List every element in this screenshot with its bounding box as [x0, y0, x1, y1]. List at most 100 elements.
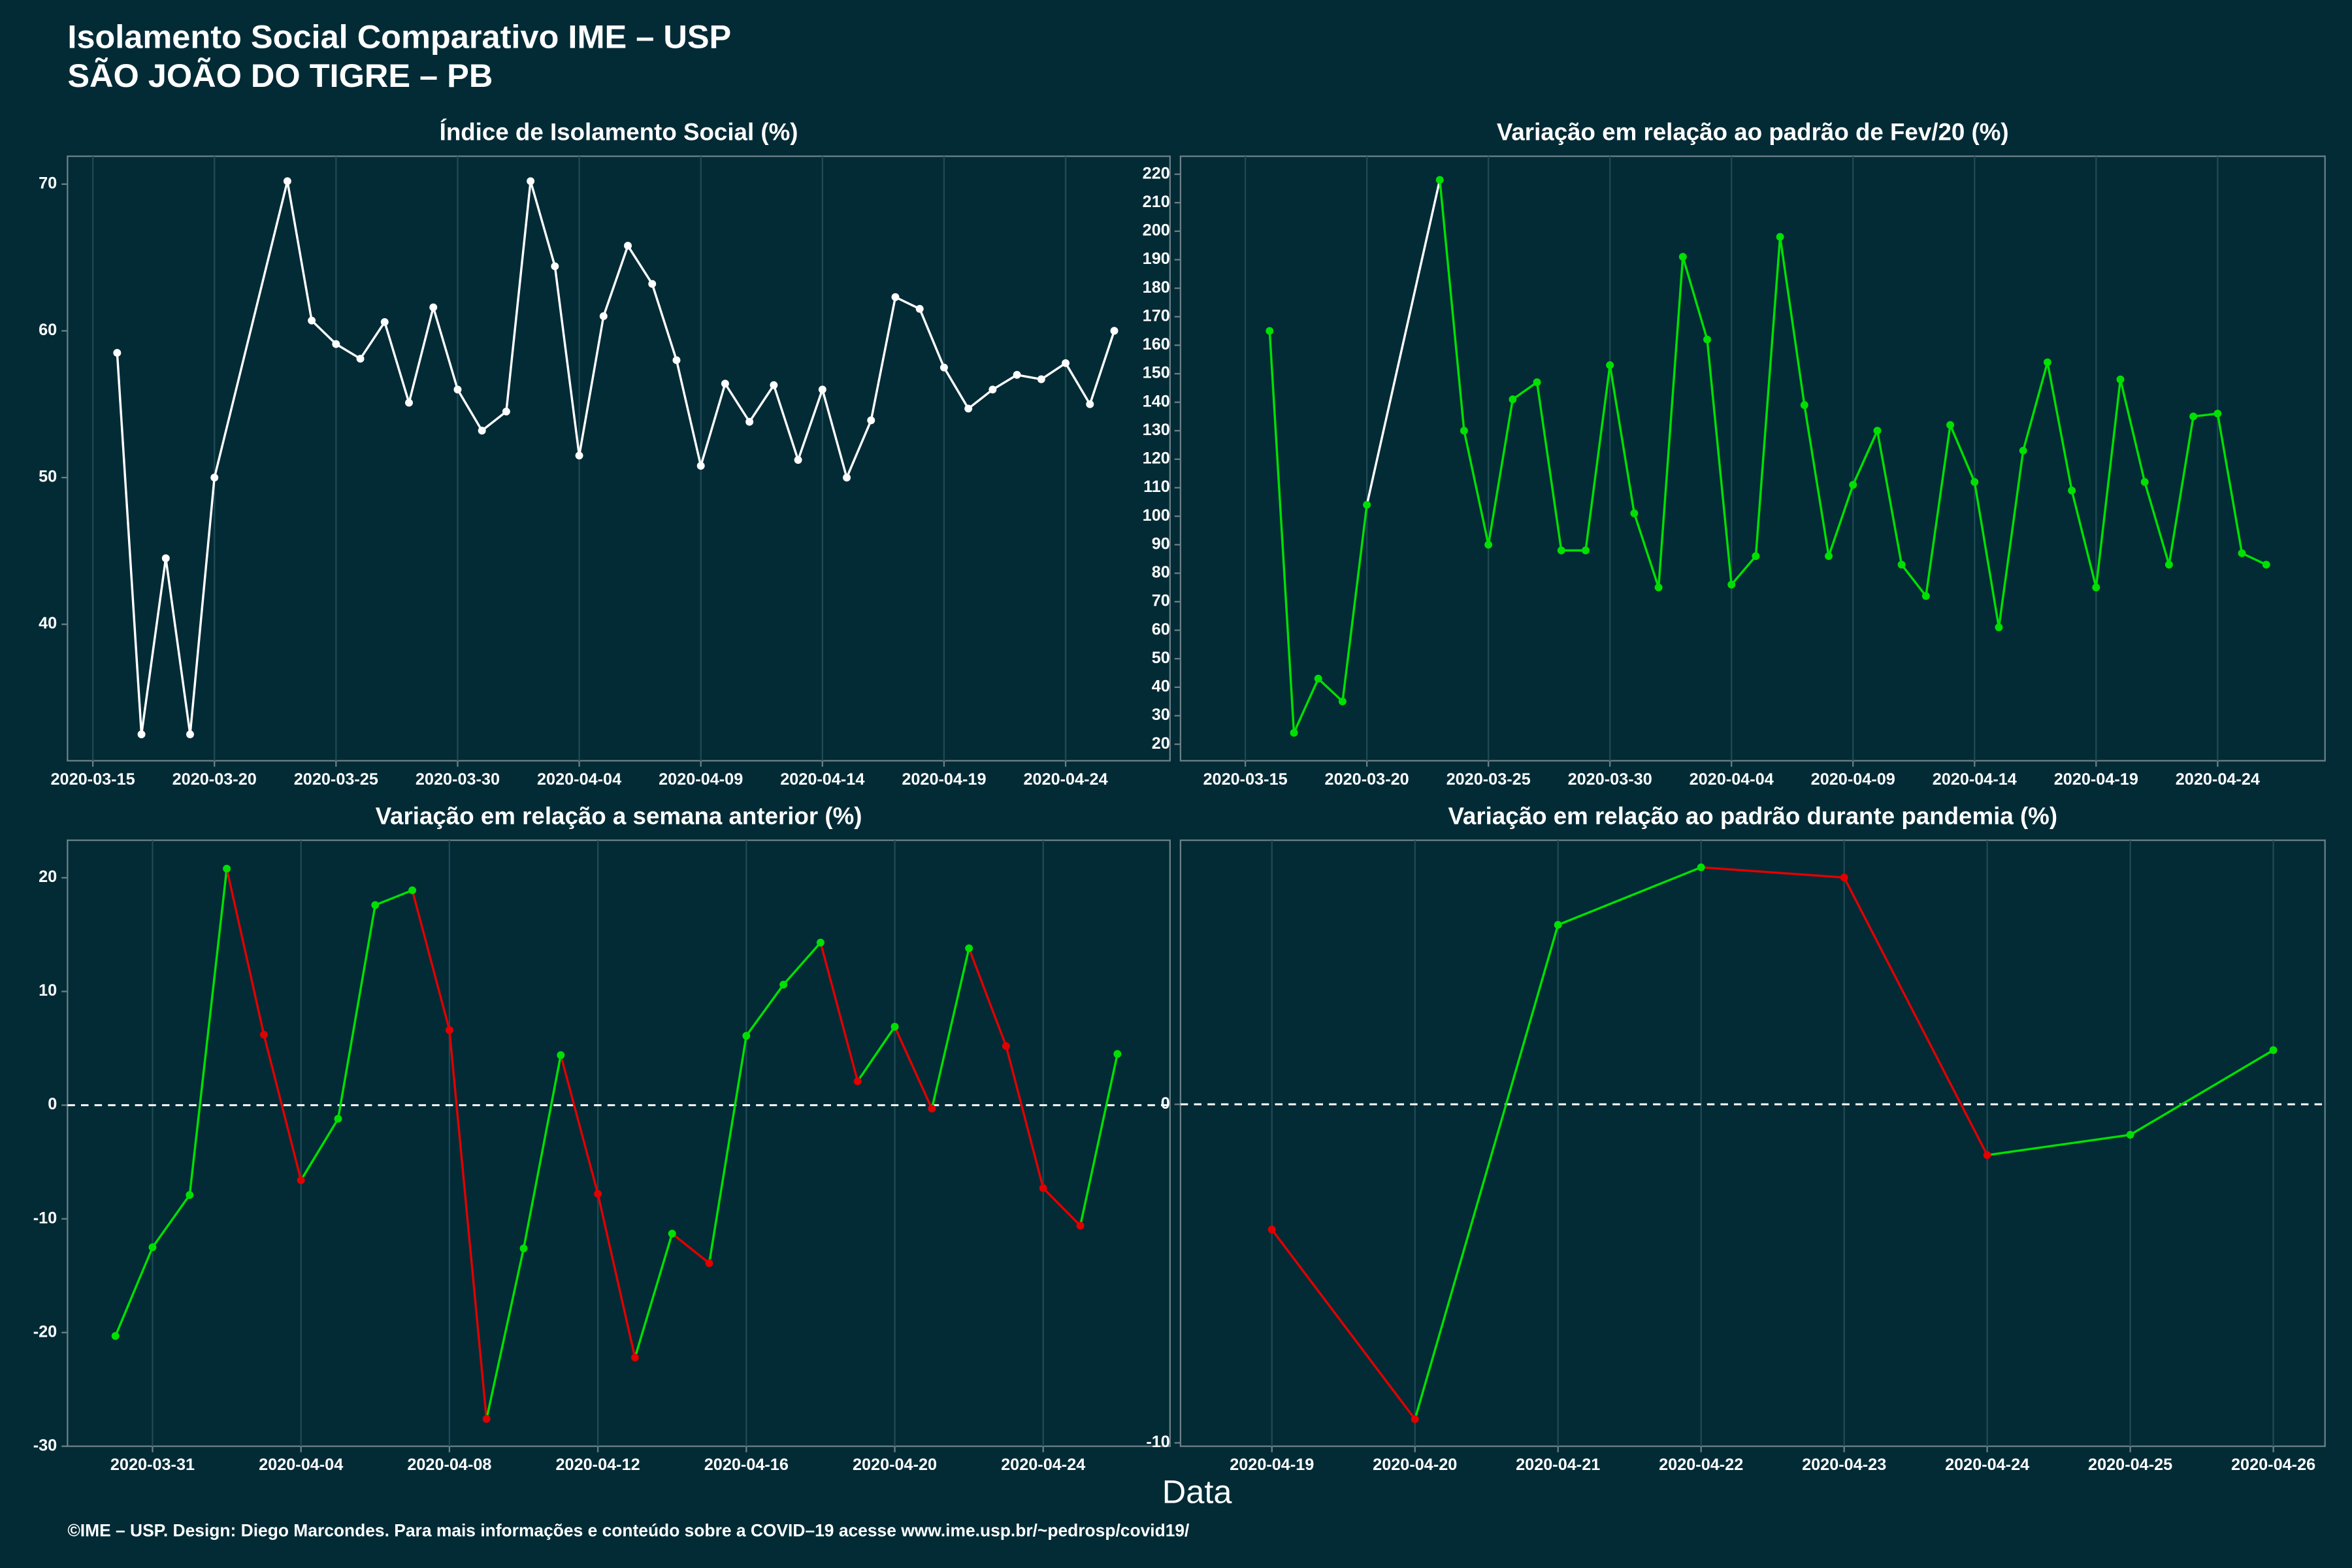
line-segment — [448, 1030, 488, 1420]
y-tick-label: 20 — [1152, 734, 1170, 753]
point — [259, 1030, 268, 1039]
point — [1800, 401, 1808, 409]
line-segment — [2046, 362, 2073, 491]
panel — [67, 155, 1171, 762]
point — [445, 1026, 453, 1034]
y-tick-label: -30 — [33, 1436, 57, 1454]
line-segment — [559, 1054, 599, 1194]
point — [721, 380, 729, 388]
point — [1897, 561, 1906, 569]
line-segment — [140, 558, 167, 735]
line-segment — [336, 904, 376, 1119]
x-tick-label: 2020-04-26 — [2231, 1456, 2315, 1474]
y-tick-label: 140 — [1143, 392, 1170, 410]
line-segment — [671, 1232, 710, 1264]
point — [928, 1104, 936, 1113]
line-segment — [1079, 1053, 1119, 1226]
line-segment — [745, 984, 785, 1037]
main-title: Isolamento Social Comparativo IME – USP — [67, 18, 731, 55]
y-tick-label: 170 — [1143, 306, 1170, 325]
y-tick-label: -20 — [33, 1322, 57, 1341]
line-segment — [1657, 257, 1684, 588]
line-segment — [1633, 513, 1660, 588]
panel-title: Variação em relação a semana anterior (%… — [376, 802, 862, 829]
x-tick-label: 2020-04-08 — [407, 1456, 491, 1474]
x-tick-label: 2020-04-20 — [853, 1456, 937, 1474]
point — [1873, 427, 1882, 435]
x-tick-label: 2020-04-19 — [1230, 1456, 1314, 1474]
point — [853, 1077, 862, 1085]
point — [648, 280, 657, 288]
line-segment — [968, 388, 994, 410]
line-segment — [1925, 425, 1952, 596]
line-segment — [522, 1054, 563, 1249]
line-segment — [374, 889, 413, 906]
point — [334, 1115, 342, 1123]
y-tick-label: 40 — [1152, 678, 1170, 696]
point — [519, 1244, 528, 1252]
point — [843, 474, 851, 482]
point — [1013, 370, 1021, 379]
line-segment — [1439, 180, 1465, 431]
line-segment — [165, 558, 191, 735]
point — [745, 417, 754, 426]
point — [210, 474, 219, 482]
line-segment — [821, 389, 848, 478]
point — [867, 416, 875, 425]
line-segment — [748, 384, 775, 423]
line-segment — [919, 308, 945, 368]
line-segment — [553, 266, 581, 456]
point — [186, 1191, 194, 1200]
point — [1484, 540, 1493, 549]
point — [2019, 446, 2027, 455]
point — [1267, 1226, 1276, 1233]
y-tick-label: 20 — [39, 868, 57, 886]
x-tick-label: 2020-03-15 — [1203, 770, 1288, 789]
point — [1752, 552, 1760, 561]
line-segment — [335, 343, 361, 360]
y-tick-label: 200 — [1143, 221, 1170, 240]
line-segment — [943, 367, 970, 410]
point — [557, 1051, 565, 1059]
line-segment — [408, 307, 434, 403]
panel — [1179, 839, 2326, 1447]
line-segment — [634, 1233, 674, 1358]
y-tick-label: 130 — [1143, 421, 1170, 439]
y-tick-label: 110 — [1143, 478, 1170, 496]
point — [1825, 552, 1833, 561]
point — [939, 363, 948, 372]
line-segment — [1271, 1228, 1416, 1420]
line-segment — [893, 1026, 933, 1109]
panel-title: Variação em relação ao padrão de Fev/20 … — [1497, 118, 2009, 145]
point — [1849, 481, 1857, 489]
point — [186, 730, 194, 738]
y-tick-label: 70 — [1152, 592, 1170, 610]
point — [1678, 253, 1687, 261]
y-tick-label: 0 — [48, 1095, 57, 1113]
line-segment — [1064, 362, 1091, 405]
line-segment — [1535, 382, 1563, 551]
x-tick-label: 2020-04-21 — [1516, 1456, 1600, 1474]
point — [478, 427, 486, 435]
point — [502, 407, 510, 416]
x-tick-label: 2020-04-20 — [1373, 1456, 1457, 1474]
footer: ©IME – USP. Design: Diego Marcondes. Par… — [67, 1520, 1190, 1540]
point — [283, 177, 291, 186]
line-segment — [724, 383, 751, 423]
point — [668, 1230, 676, 1238]
x-tick-label: 2020-04-24 — [1945, 1456, 2029, 1474]
point — [1703, 335, 1711, 344]
line-segment — [930, 948, 970, 1109]
point — [371, 901, 380, 909]
x-tick-label: 2020-04-14 — [780, 770, 864, 789]
line-segment — [1292, 678, 1320, 734]
point — [482, 1414, 491, 1423]
line-segment — [310, 319, 337, 345]
point — [1039, 1184, 1047, 1192]
point — [1533, 378, 1541, 387]
point — [113, 349, 122, 357]
line-segment — [1987, 1134, 2131, 1156]
line-segment — [708, 1036, 748, 1264]
